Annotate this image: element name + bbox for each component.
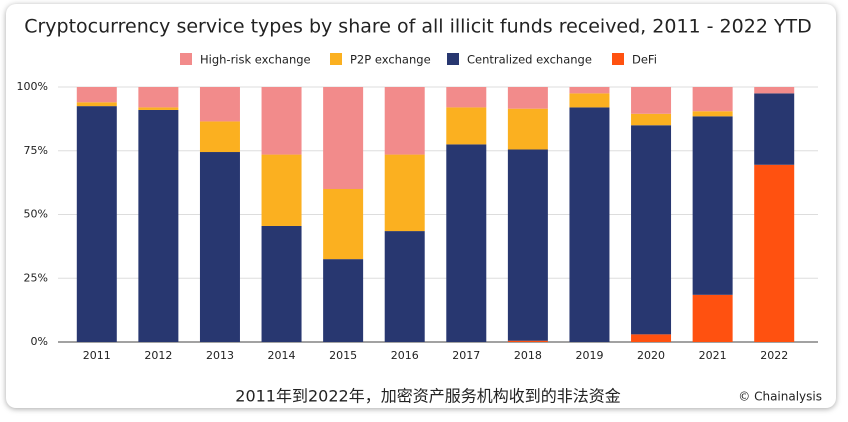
bar-segment: [754, 93, 795, 165]
bar-segment: [323, 189, 364, 260]
legend-swatch: [447, 53, 459, 65]
bar-segment: [446, 107, 487, 145]
caption: 2011年到2022年，加密资产服务机构收到的非法资金: [235, 387, 620, 406]
bar-segment: [507, 108, 548, 150]
bar-segment: [631, 334, 672, 342]
bar-segment: [631, 87, 672, 114]
y-tick-label: 100%: [17, 80, 48, 93]
bar-segment: [384, 231, 425, 342]
bar-segment: [76, 106, 117, 342]
bar-segment: [76, 102, 117, 107]
bar-segment: [569, 93, 610, 108]
bar-segment: [692, 111, 733, 117]
x-tick-label: 2017: [452, 349, 480, 362]
x-tick-label: 2012: [144, 349, 172, 362]
x-tick-label: 2014: [268, 349, 296, 362]
bar-segment: [569, 107, 610, 343]
bar-segment: [261, 87, 302, 155]
bar-segment: [138, 87, 179, 108]
bar-segment: [631, 113, 672, 126]
bar-segment: [446, 87, 487, 108]
x-tick-label: 2022: [760, 349, 788, 362]
legend-swatch: [180, 53, 192, 65]
x-tick-label: 2019: [575, 349, 603, 362]
x-tick-label: 2021: [699, 349, 727, 362]
bar-segment: [754, 87, 795, 94]
x-tick-label: 2020: [637, 349, 665, 362]
bar-segment: [261, 225, 302, 342]
bar-segment: [199, 87, 240, 122]
bar-segment: [631, 125, 672, 335]
bar-segment: [507, 149, 548, 341]
bar-segment: [446, 144, 487, 342]
legend-label: DeFi: [632, 53, 657, 67]
legend-label: High-risk exchange: [200, 53, 311, 67]
legend-swatch: [330, 53, 342, 65]
x-tick-label: 2015: [329, 349, 357, 362]
bar-segment: [692, 87, 733, 112]
bar-segment: [507, 87, 548, 109]
y-tick-label: 75%: [24, 144, 48, 157]
y-tick-label: 25%: [24, 271, 48, 284]
bar-segment: [76, 87, 117, 103]
bar-segment: [384, 87, 425, 155]
x-tick-label: 2018: [514, 349, 542, 362]
bar-segment: [138, 107, 179, 110]
x-tick-label: 2016: [391, 349, 419, 362]
bar-segment: [384, 154, 425, 232]
bar-segment: [323, 259, 364, 342]
bar-segment: [138, 109, 179, 342]
x-tick-label: 2011: [83, 349, 111, 362]
legend-label: P2P exchange: [350, 53, 431, 67]
bar-segment: [507, 340, 548, 342]
source: © Chainalysis: [738, 390, 822, 404]
bar-segment: [692, 116, 733, 295]
legend-label: Centralized exchange: [467, 53, 592, 67]
bar-segment: [323, 87, 364, 189]
y-tick-label: 50%: [24, 208, 48, 221]
y-tick-label: 0%: [31, 335, 48, 348]
bar-segment: [569, 87, 610, 94]
x-tick-label: 2013: [206, 349, 234, 362]
bar-segment: [199, 152, 240, 342]
bar-segment: [261, 154, 302, 226]
bar-segment: [692, 294, 733, 342]
bar-segment: [754, 164, 795, 342]
chart-title: Cryptocurrency service types by share of…: [24, 16, 812, 38]
bar-segment: [199, 121, 240, 153]
legend-swatch: [612, 53, 624, 65]
